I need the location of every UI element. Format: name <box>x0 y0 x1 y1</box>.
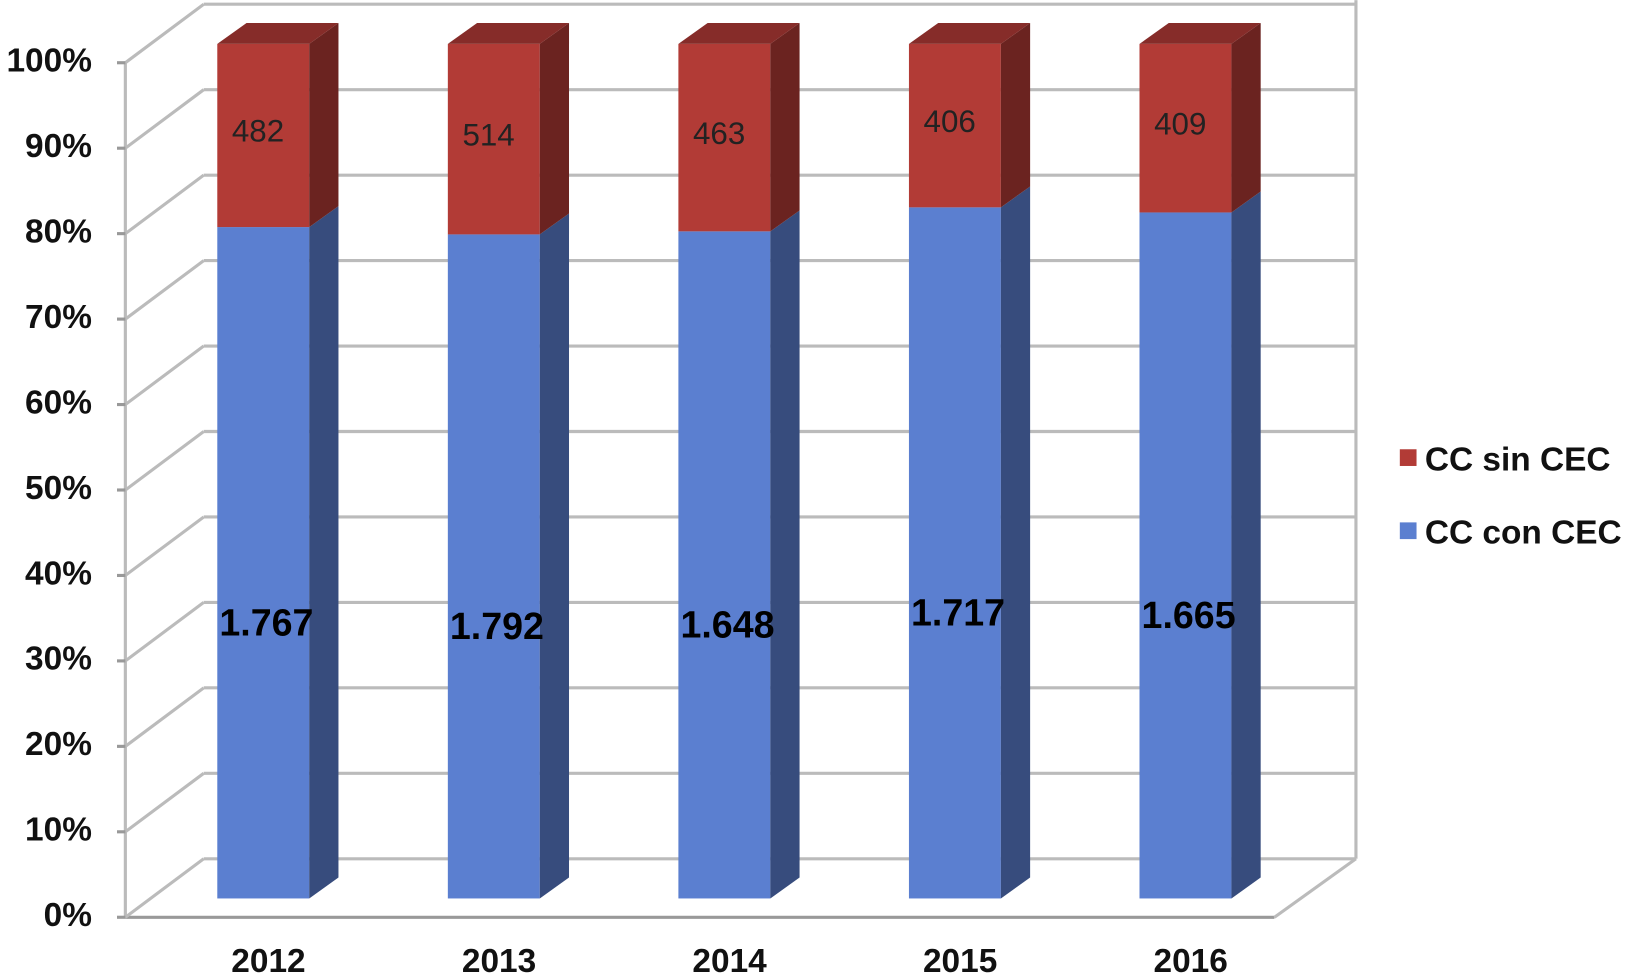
x-tick-label: 2013 <box>462 943 536 980</box>
bar-side <box>309 23 339 228</box>
bar-segment <box>447 234 540 899</box>
data-label: 1.767 <box>219 601 313 643</box>
bar-side <box>1231 191 1261 899</box>
grid-line <box>124 173 205 235</box>
y-tick-label: 80% <box>25 213 92 250</box>
bar-segment <box>1139 43 1232 213</box>
y-tick-label: 70% <box>25 299 92 336</box>
x-tick-label: 2014 <box>692 943 767 980</box>
bar-side <box>1000 186 1031 899</box>
bar-side <box>770 23 800 232</box>
data-label: 406 <box>924 104 976 139</box>
grid-line <box>124 515 205 577</box>
bar-side <box>539 23 570 235</box>
bar-segment <box>447 43 540 235</box>
data-label: 1.792 <box>450 605 544 647</box>
y-tick-label: 10% <box>25 812 92 849</box>
bar-segment <box>678 43 771 232</box>
bar-segment <box>1139 212 1232 899</box>
grid-line <box>124 88 205 150</box>
y-tick-label: 90% <box>25 128 92 165</box>
data-label: 409 <box>1154 106 1206 141</box>
y-tick-label: 0% <box>44 897 92 934</box>
data-label: 463 <box>693 116 745 151</box>
grid-line <box>124 2 205 64</box>
data-label: 482 <box>232 114 284 149</box>
grid-line <box>124 601 205 663</box>
grid-line <box>124 344 205 406</box>
legend-swatch <box>1399 449 1417 466</box>
data-label: 1.665 <box>1142 594 1236 636</box>
grid-line <box>124 259 205 321</box>
bar-segment <box>908 207 1001 899</box>
y-tick-label: 100% <box>6 43 91 80</box>
y-tick-label: 30% <box>25 641 92 678</box>
legend-label: CC sin CEC <box>1425 442 1611 479</box>
y-tick-label: 20% <box>25 726 92 763</box>
x-tick-label: 2012 <box>231 943 305 980</box>
grid-line <box>124 772 205 834</box>
x-tick-label: 2016 <box>1154 943 1228 980</box>
grid-line <box>124 686 205 748</box>
grid-line <box>124 857 205 919</box>
bar-side <box>770 210 800 899</box>
legend-label: CC con CEC <box>1425 515 1622 552</box>
bar-segment <box>908 43 1001 208</box>
bar-top <box>908 23 1031 44</box>
y-tick-label: 40% <box>25 555 92 592</box>
bar-side <box>309 206 339 899</box>
y-tick-label: 60% <box>25 384 92 421</box>
data-label: 1.717 <box>911 592 1005 634</box>
bar-top <box>1139 23 1261 44</box>
floor-edge <box>1273 857 1357 919</box>
bar-top <box>678 23 800 44</box>
bar-side <box>539 213 570 899</box>
bar-side <box>1000 23 1031 208</box>
bar-segment <box>678 231 771 899</box>
x-tick-label: 2015 <box>923 943 997 980</box>
bar-top <box>447 23 570 44</box>
data-label: 514 <box>462 117 514 152</box>
bar-segment <box>217 43 310 228</box>
bar-segment <box>217 227 310 899</box>
bar-side <box>1231 23 1261 213</box>
legend-swatch <box>1399 522 1417 540</box>
data-label: 1.648 <box>680 604 774 646</box>
y-tick-label: 50% <box>25 470 92 507</box>
bar-top <box>217 23 339 44</box>
grid-line <box>124 430 205 492</box>
